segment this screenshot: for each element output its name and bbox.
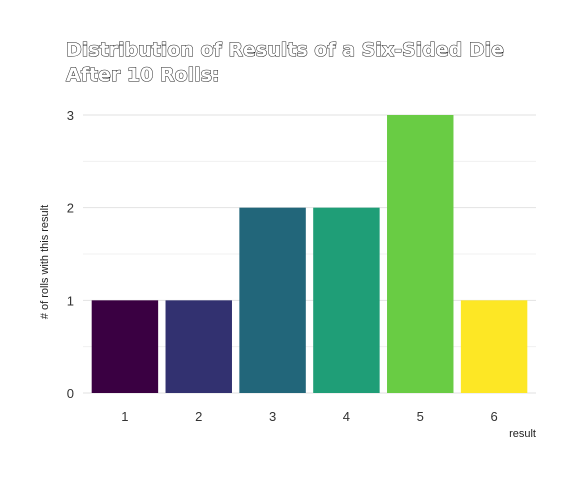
chart-title: Distribution of Results of a Six-Sided D… [66,38,546,88]
y-tick-label: 3 [67,108,74,123]
x-axis-label: result [509,428,536,440]
x-tick-label: 6 [490,409,497,424]
bar-4 [313,207,380,393]
bars [91,115,528,393]
bar-6 [460,300,528,393]
chart-title-line-2: After 10 Rolls: [66,64,221,87]
x-tick-label: 5 [417,409,424,424]
y-axis-ticks: 0 1 2 3 [67,108,74,401]
gridlines [83,114,536,394]
bar-5 [387,115,454,393]
chart-title-line-1: Distribution of Results of a Six-Sided D… [66,39,505,62]
x-tick-label: 2 [195,409,202,424]
y-tick-label: 0 [67,386,74,401]
y-tick-label: 1 [67,293,74,308]
bar-3 [239,207,306,393]
x-tick-label: 4 [343,409,350,424]
x-axis-ticks: 1 2 3 4 5 6 [121,409,497,424]
y-axis-label: # of rolls with this result [39,205,51,319]
bar-2 [165,300,232,393]
bar-1 [91,300,159,393]
x-tick-label: 3 [269,409,276,424]
x-tick-label: 1 [121,409,128,424]
y-tick-label: 2 [67,201,74,216]
